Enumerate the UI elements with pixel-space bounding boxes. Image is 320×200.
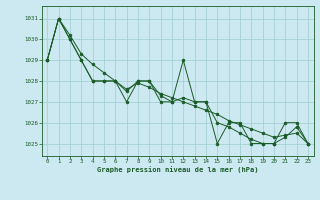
X-axis label: Graphe pression niveau de la mer (hPa): Graphe pression niveau de la mer (hPa) <box>97 166 258 173</box>
